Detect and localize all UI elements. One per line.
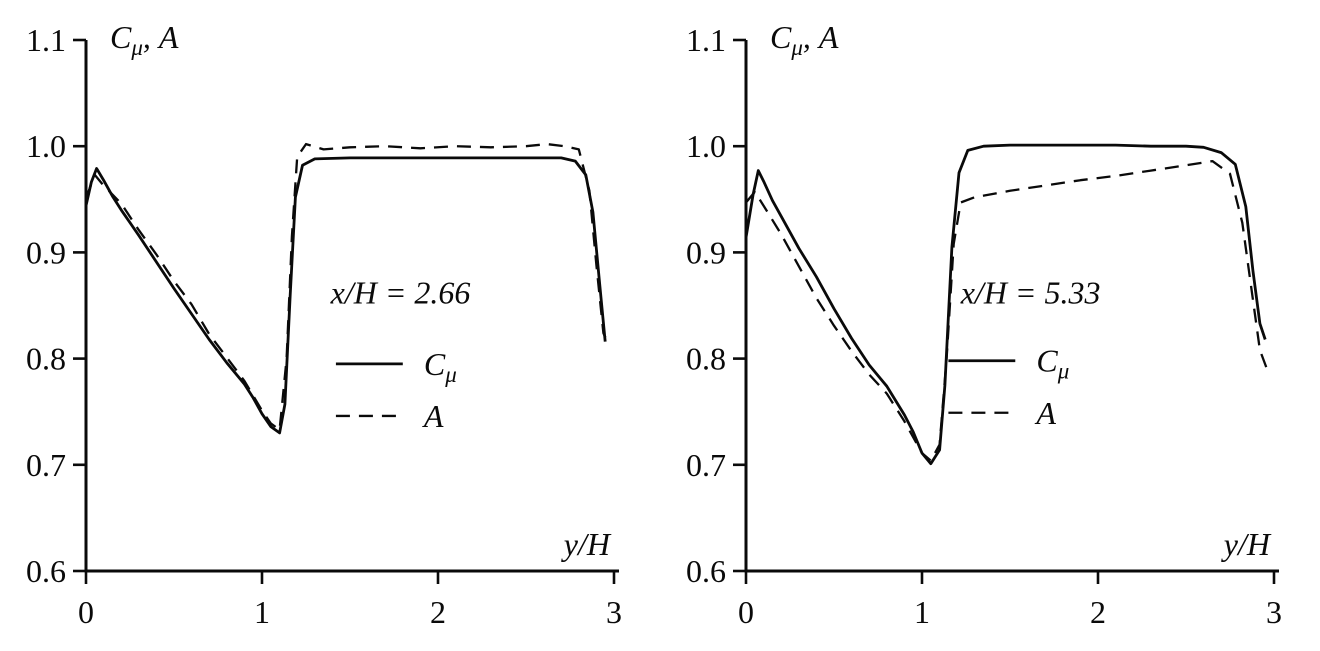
legend-label: Cμ [424, 346, 457, 387]
legend-label: A [422, 398, 444, 434]
legend-label: A [1034, 395, 1056, 431]
y-tick-label: 0.8 [686, 341, 726, 377]
x-tick-label: 1 [914, 594, 930, 630]
legend-label: Cμ [1036, 343, 1069, 384]
x-tick-label: 2 [1090, 594, 1106, 630]
chart-right: 0.6 0.7 0.8 0.9 1.0 1.1 0 1 2 3 Cμ, A y/H x/H = 5.33… [686, 19, 1282, 630]
y-tick-label: 0.8 [26, 341, 66, 377]
y-tick-label: 0.9 [26, 234, 66, 270]
x-tick-label: 0 [78, 594, 94, 630]
annotation-x-over-h: x/H = 2.66 [330, 274, 471, 310]
y-tick-label: 0.6 [686, 553, 726, 589]
annotation-x-over-h: x/H = 5.33 [960, 274, 1101, 310]
y-axis-title: Cμ, A [770, 19, 839, 60]
y-tick-label: 1.0 [26, 128, 66, 164]
y-axis-title: Cμ, A [110, 19, 179, 60]
x-axis-title: y/H [561, 526, 612, 562]
x-tick-label: 3 [1266, 594, 1282, 630]
x-tick-label: 0 [738, 594, 754, 630]
x-tick-label: 1 [254, 594, 270, 630]
x-axis-title: y/H [1221, 526, 1272, 562]
y-tick-label: 0.7 [686, 447, 726, 483]
y-tick-label: 1.0 [686, 128, 726, 164]
series-a-line [84, 142, 610, 431]
series-cmu-line [84, 156, 607, 435]
chart-left: 0.6 0.7 0.8 0.9 1.0 1.1 0 1 2 3 Cμ, A y/H x/H = 2.66… [26, 19, 622, 630]
y-tick-label: 1.1 [686, 22, 726, 58]
x-tick-label: 2 [430, 594, 446, 630]
series-a-line [745, 159, 1269, 462]
x-tick-label: 3 [606, 594, 622, 630]
y-tick-label: 1.1 [26, 22, 66, 58]
y-tick-label: 0.9 [686, 234, 726, 270]
y-tick-label: 0.7 [26, 447, 66, 483]
y-tick-label: 0.6 [26, 553, 66, 589]
